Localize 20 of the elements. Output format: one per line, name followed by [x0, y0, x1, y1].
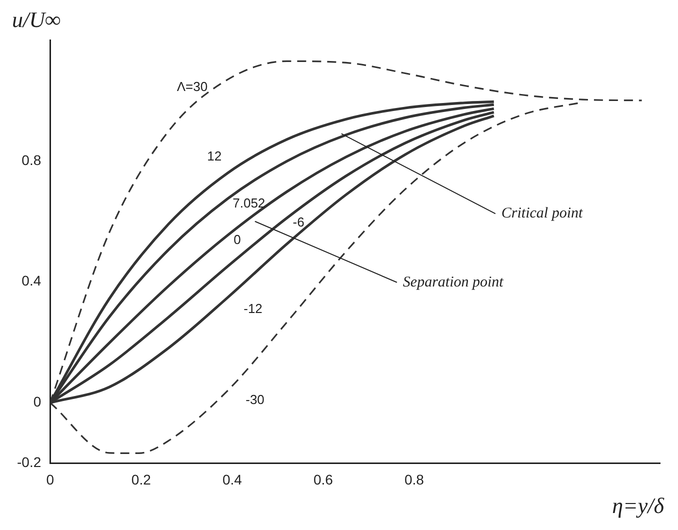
x-tick-label: 0: [46, 471, 54, 488]
series-label: 12: [207, 148, 222, 164]
annotation: Separation point: [402, 274, 504, 290]
series-label: 0: [234, 232, 241, 247]
annotation: Critical point: [501, 206, 584, 222]
x-tick-label: 0.2: [131, 471, 152, 488]
x-tick-label: 0.8: [404, 471, 424, 488]
y-axis-title: u/U∞: [12, 6, 61, 32]
x-tick-label: 0.4: [222, 471, 242, 488]
series-label: Λ=30: [176, 79, 208, 94]
x-tick-label: 0.6: [313, 471, 334, 488]
x-axis-title: η=y/δ: [612, 492, 665, 518]
y-tick-label: -0.2: [17, 454, 42, 470]
series-label: -6: [292, 214, 304, 230]
y-tick-label: 0.4: [22, 272, 42, 289]
y-tick-label: 0.8: [22, 152, 42, 168]
series-label: 7.052: [232, 195, 266, 210]
series-label: -30: [246, 392, 264, 408]
y-tick-label: 0: [33, 394, 42, 410]
series-label: -12: [244, 301, 262, 316]
